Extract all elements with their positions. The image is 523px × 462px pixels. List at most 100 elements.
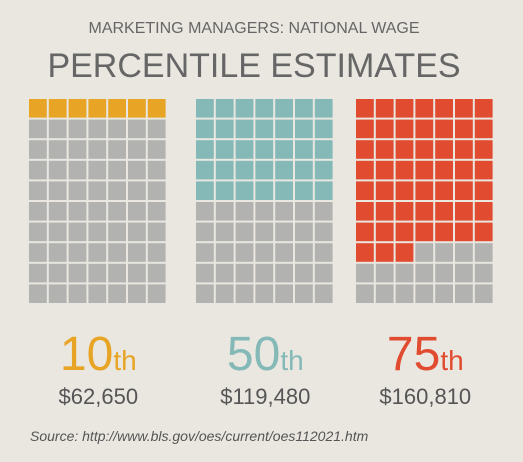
percentile-label: 10th: [60, 328, 137, 381]
empty-cell: [147, 181, 166, 200]
empty-cell: [108, 222, 126, 242]
filled-cell: [415, 202, 434, 221]
empty-cell: [48, 243, 67, 262]
filled-cell: [295, 99, 313, 118]
filled-cell: [275, 99, 293, 118]
empty-cell: [29, 263, 47, 283]
empty-cell: [128, 284, 146, 303]
filled-cell: [314, 119, 333, 139]
filled-cell: [474, 140, 493, 159]
empty-cell: [275, 284, 293, 303]
filled-cell: [375, 181, 394, 200]
filled-cell: [395, 99, 414, 118]
empty-cell: [108, 243, 126, 262]
filled-cell: [455, 181, 473, 200]
empty-cell: [68, 284, 87, 303]
filled-cell: [196, 119, 214, 139]
filled-cell: [29, 99, 47, 118]
filled-cell: [455, 202, 473, 221]
percentile-number: 10: [60, 328, 113, 381]
empty-cell: [48, 140, 67, 159]
filled-cell: [147, 99, 166, 118]
empty-cell: [88, 119, 107, 139]
empty-cell: [215, 243, 234, 262]
percentile-suffix: th: [440, 345, 463, 376]
empty-cell: [88, 284, 107, 303]
filled-cell: [375, 119, 394, 139]
empty-cell: [147, 222, 166, 242]
empty-cell: [48, 263, 67, 283]
filled-cell: [356, 99, 374, 118]
filled-cell: [235, 119, 254, 139]
filled-cell: [196, 181, 214, 200]
empty-cell: [395, 263, 414, 283]
percentile-number: 75: [387, 328, 440, 381]
chart-title: PERCENTILE ESTIMATES: [47, 47, 460, 85]
filled-cell: [395, 202, 414, 221]
wage-label: $119,480: [220, 384, 310, 409]
filled-cell: [395, 181, 414, 200]
filled-cell: [314, 140, 333, 159]
empty-cell: [29, 243, 47, 262]
empty-cell: [88, 243, 107, 262]
filled-cell: [215, 160, 234, 180]
filled-cell: [395, 140, 414, 159]
empty-cell: [88, 181, 107, 200]
empty-cell: [235, 243, 254, 262]
empty-cell: [128, 222, 146, 242]
empty-cell: [455, 263, 473, 283]
filled-cell: [275, 119, 293, 139]
filled-cell: [474, 119, 493, 139]
empty-cell: [275, 263, 293, 283]
empty-cell: [295, 243, 313, 262]
filled-cell: [415, 222, 434, 242]
empty-cell: [295, 202, 313, 221]
empty-cell: [48, 222, 67, 242]
empty-cell: [255, 202, 274, 221]
empty-cell: [88, 263, 107, 283]
empty-cell: [435, 263, 453, 283]
empty-cell: [415, 263, 434, 283]
empty-cell: [128, 181, 146, 200]
empty-cell: [108, 140, 126, 159]
empty-cell: [314, 202, 333, 221]
filled-cell: [474, 160, 493, 180]
empty-cell: [48, 202, 67, 221]
filled-cell: [68, 99, 87, 118]
empty-cell: [215, 263, 234, 283]
empty-cell: [68, 119, 87, 139]
filled-cell: [455, 99, 473, 118]
empty-cell: [275, 202, 293, 221]
empty-cell: [147, 160, 166, 180]
filled-cell: [255, 140, 274, 159]
empty-cell: [48, 160, 67, 180]
empty-cell: [147, 202, 166, 221]
empty-cell: [455, 284, 473, 303]
empty-cell: [29, 222, 47, 242]
filled-cell: [415, 99, 434, 118]
empty-cell: [88, 160, 107, 180]
empty-cell: [215, 284, 234, 303]
empty-cell: [295, 222, 313, 242]
filled-cell: [356, 140, 374, 159]
empty-cell: [29, 119, 47, 139]
filled-cell: [375, 160, 394, 180]
filled-cell: [275, 160, 293, 180]
filled-cell: [356, 119, 374, 139]
empty-cell: [108, 160, 126, 180]
filled-cell: [255, 160, 274, 180]
filled-cell: [395, 160, 414, 180]
filled-cell: [356, 181, 374, 200]
empty-cell: [255, 222, 274, 242]
wage-label: $62,650: [59, 384, 139, 409]
empty-cell: [29, 140, 47, 159]
filled-cell: [415, 119, 434, 139]
empty-cell: [415, 243, 434, 262]
empty-cell: [196, 284, 214, 303]
filled-cell: [356, 222, 374, 242]
empty-cell: [295, 284, 313, 303]
empty-cell: [435, 243, 453, 262]
filled-cell: [128, 99, 146, 118]
filled-cell: [255, 181, 274, 200]
